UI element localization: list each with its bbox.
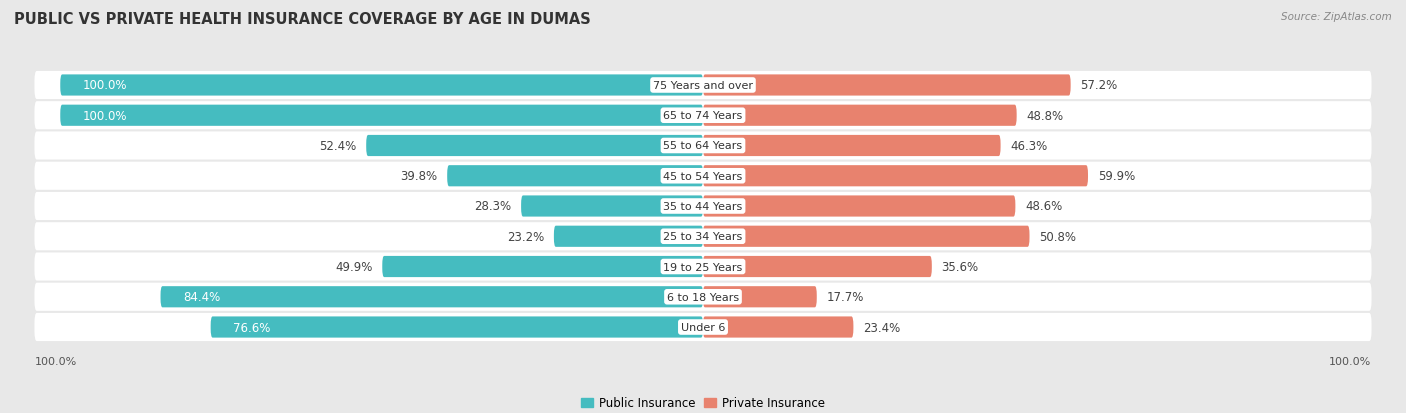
Text: 39.8%: 39.8% xyxy=(401,170,437,183)
FancyBboxPatch shape xyxy=(35,132,1371,160)
Text: 52.4%: 52.4% xyxy=(319,140,357,153)
FancyBboxPatch shape xyxy=(554,226,703,247)
FancyBboxPatch shape xyxy=(447,166,703,187)
FancyBboxPatch shape xyxy=(366,135,703,157)
FancyBboxPatch shape xyxy=(60,105,703,126)
FancyBboxPatch shape xyxy=(703,317,853,338)
Text: 65 to 74 Years: 65 to 74 Years xyxy=(664,111,742,121)
FancyBboxPatch shape xyxy=(211,317,703,338)
Text: 55 to 64 Years: 55 to 64 Years xyxy=(664,141,742,151)
Text: 57.2%: 57.2% xyxy=(1080,79,1118,92)
Text: 84.4%: 84.4% xyxy=(183,291,221,304)
Text: 48.8%: 48.8% xyxy=(1026,109,1063,122)
Text: 45 to 54 Years: 45 to 54 Years xyxy=(664,171,742,181)
Text: Under 6: Under 6 xyxy=(681,322,725,332)
Text: 35.6%: 35.6% xyxy=(942,260,979,273)
FancyBboxPatch shape xyxy=(35,253,1371,281)
FancyBboxPatch shape xyxy=(703,135,1001,157)
FancyBboxPatch shape xyxy=(703,166,1088,187)
Text: 6 to 18 Years: 6 to 18 Years xyxy=(666,292,740,302)
FancyBboxPatch shape xyxy=(60,75,703,96)
Text: 17.7%: 17.7% xyxy=(827,291,863,304)
Legend: Public Insurance, Private Insurance: Public Insurance, Private Insurance xyxy=(576,392,830,413)
FancyBboxPatch shape xyxy=(703,196,1015,217)
FancyBboxPatch shape xyxy=(703,226,1029,247)
Text: 23.2%: 23.2% xyxy=(508,230,544,243)
FancyBboxPatch shape xyxy=(703,75,1070,96)
FancyBboxPatch shape xyxy=(35,192,1371,221)
FancyBboxPatch shape xyxy=(703,256,932,278)
Text: Source: ZipAtlas.com: Source: ZipAtlas.com xyxy=(1281,12,1392,22)
Text: 100.0%: 100.0% xyxy=(1329,356,1371,366)
Text: 46.3%: 46.3% xyxy=(1011,140,1047,153)
FancyBboxPatch shape xyxy=(160,287,703,308)
Text: 35 to 44 Years: 35 to 44 Years xyxy=(664,202,742,211)
Text: 59.9%: 59.9% xyxy=(1098,170,1135,183)
Text: 25 to 34 Years: 25 to 34 Years xyxy=(664,232,742,242)
FancyBboxPatch shape xyxy=(35,162,1371,190)
Text: 48.6%: 48.6% xyxy=(1025,200,1063,213)
Text: 49.9%: 49.9% xyxy=(335,260,373,273)
FancyBboxPatch shape xyxy=(35,72,1371,100)
Text: 23.4%: 23.4% xyxy=(863,321,900,334)
FancyBboxPatch shape xyxy=(35,313,1371,341)
Text: 76.6%: 76.6% xyxy=(233,321,270,334)
FancyBboxPatch shape xyxy=(382,256,703,278)
Text: 100.0%: 100.0% xyxy=(83,109,128,122)
FancyBboxPatch shape xyxy=(703,105,1017,126)
FancyBboxPatch shape xyxy=(35,283,1371,311)
Text: 100.0%: 100.0% xyxy=(83,79,128,92)
Text: 100.0%: 100.0% xyxy=(35,356,77,366)
FancyBboxPatch shape xyxy=(35,223,1371,251)
FancyBboxPatch shape xyxy=(522,196,703,217)
Text: 19 to 25 Years: 19 to 25 Years xyxy=(664,262,742,272)
Text: PUBLIC VS PRIVATE HEALTH INSURANCE COVERAGE BY AGE IN DUMAS: PUBLIC VS PRIVATE HEALTH INSURANCE COVER… xyxy=(14,12,591,27)
FancyBboxPatch shape xyxy=(703,287,817,308)
Text: 28.3%: 28.3% xyxy=(474,200,512,213)
Text: 50.8%: 50.8% xyxy=(1039,230,1076,243)
Text: 75 Years and over: 75 Years and over xyxy=(652,81,754,91)
FancyBboxPatch shape xyxy=(35,102,1371,130)
